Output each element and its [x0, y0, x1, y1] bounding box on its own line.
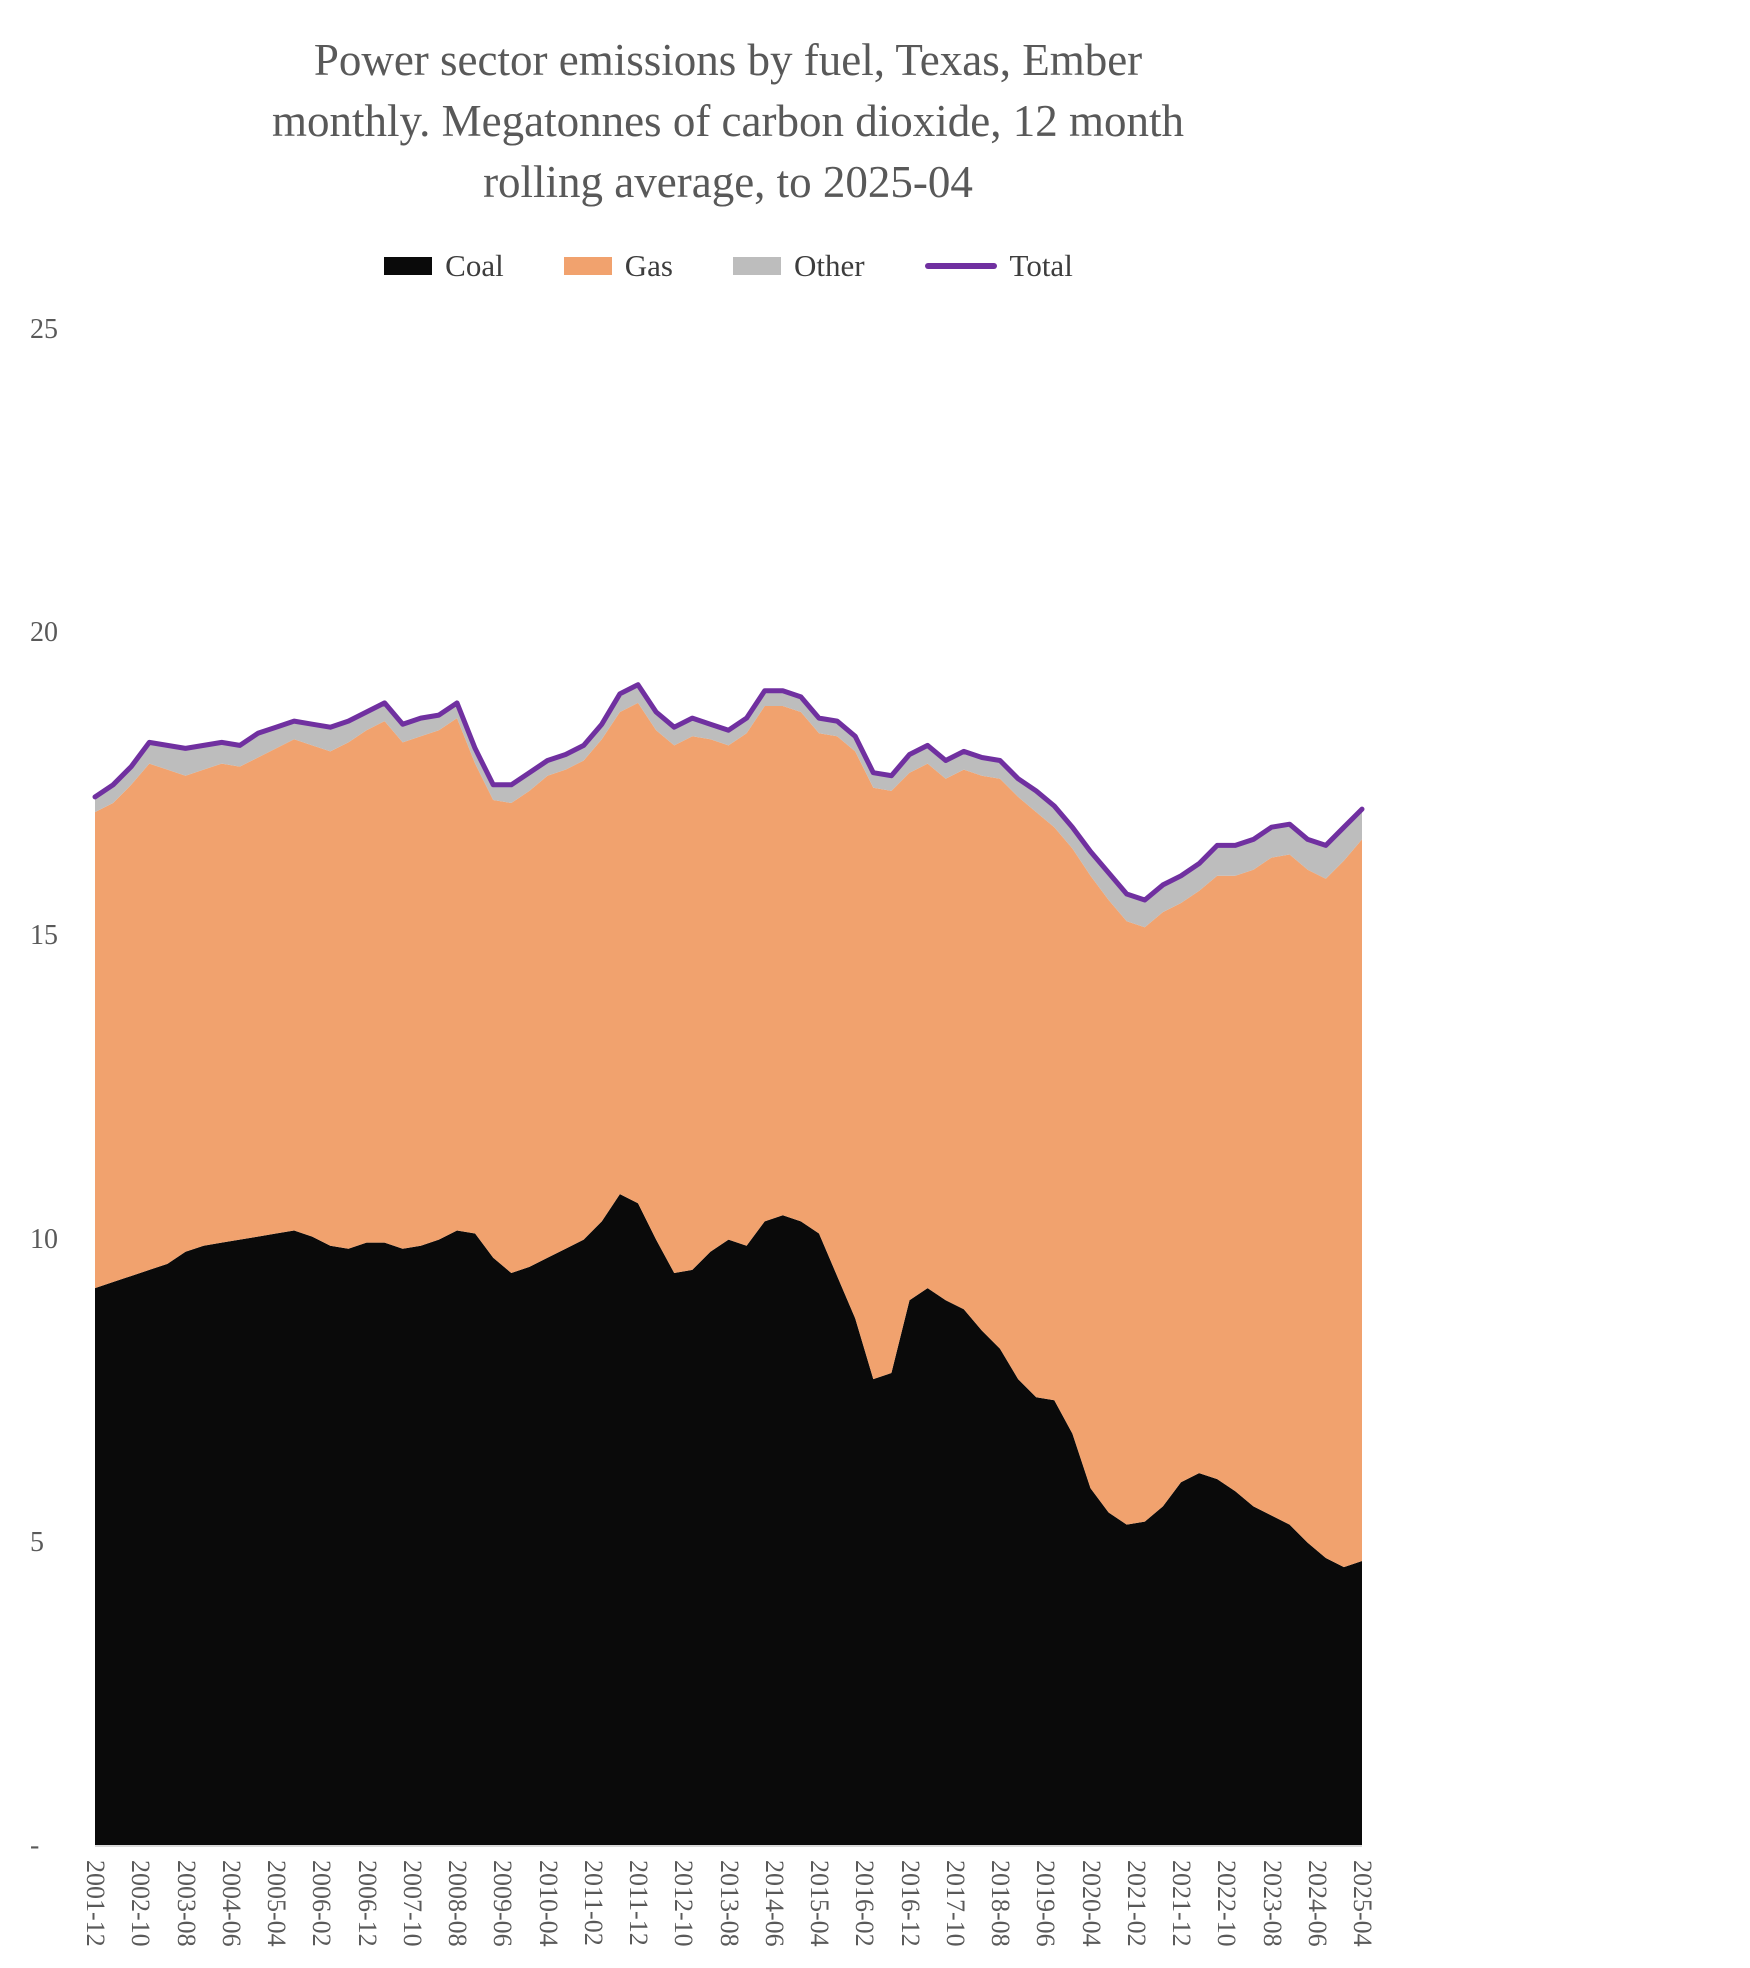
x-tick-label: 2006-12	[352, 1860, 382, 1947]
area-coal	[95, 1194, 1362, 1846]
x-tick-label: 2017-10	[940, 1860, 970, 1947]
legend-item-gas: Gas	[563, 248, 673, 284]
chart-title-line-3: rolling average, to 2025-04	[483, 157, 973, 207]
legend-label-other: Other	[793, 248, 865, 283]
x-tick-label: 2016-02	[850, 1860, 880, 1947]
total-line-swatch-icon	[924, 263, 997, 269]
x-tick-label: 2006-02	[307, 1860, 337, 1947]
y-tick-label: 10	[30, 1223, 58, 1255]
x-tick-label: 2005-04	[262, 1860, 291, 1947]
legend-item-total: Total	[924, 248, 1073, 284]
x-tick-label: 2001-12	[81, 1860, 110, 1947]
legend-label-gas: Gas	[624, 248, 673, 283]
y-tick-label: 15	[30, 920, 58, 952]
x-tick-label: 2009-06	[488, 1860, 518, 1947]
x-tick-label: 2014-06	[759, 1860, 789, 1947]
chart-title-line-1: Power sector emissions by fuel, Texas, E…	[313, 35, 1143, 85]
x-tick-label: 2007-10	[397, 1860, 427, 1947]
x-tick-label: 2011-12	[624, 1860, 653, 1946]
x-tick-label: 2018-08	[986, 1860, 1015, 1947]
x-tick-label: 2010-04	[533, 1860, 563, 1947]
x-tick-label: 2015-04	[805, 1860, 834, 1947]
x-tick-label: 2021-02	[1121, 1860, 1151, 1947]
y-tick-label: -	[30, 1830, 40, 1861]
x-tick-label: 2020-04	[1076, 1860, 1106, 1947]
legend-label-coal: Coal	[445, 248, 504, 283]
x-tick-label: 2023-08	[1257, 1860, 1287, 1947]
chart-title: Power sector emissions by fuel, Texas, E…	[148, 30, 1308, 213]
y-tick-label: 25	[30, 314, 58, 345]
x-tick-label: 2021-12	[1167, 1860, 1196, 1947]
legend-label-total: Total	[1009, 248, 1073, 283]
x-tick-label: 2019-06	[1031, 1860, 1061, 1947]
x-tick-label: 2008-08	[443, 1860, 472, 1947]
x-tick-label: 2011-02	[578, 1860, 608, 1946]
y-tick-label: 20	[30, 617, 58, 649]
x-tick-label: 2012-10	[669, 1860, 699, 1947]
chart-title-line-2: monthly. Megatonnes of carbon dioxide, 1…	[272, 96, 1184, 146]
area-gas	[95, 702, 1362, 1568]
x-tick-label: 2024-06	[1302, 1860, 1332, 1947]
y-tick-label: 5	[30, 1526, 44, 1558]
legend-item-coal: Coal	[384, 248, 504, 284]
gas-swatch-icon	[563, 257, 612, 275]
total-line	[92, 682, 1365, 903]
x-tick-label: 2025-04	[1348, 1860, 1377, 1947]
legend-item-other: Other	[732, 248, 865, 284]
x-tick-label: 2013-08	[714, 1860, 744, 1947]
x-tick-label: 2004-06	[216, 1860, 246, 1947]
other-swatch-icon	[732, 257, 781, 275]
x-tick-label: 2022-10	[1212, 1860, 1242, 1947]
legend: Coal Gas Other Total	[95, 248, 1362, 284]
x-tick-label: 2002-10	[126, 1860, 156, 1947]
x-tick-label: 2016-12	[895, 1860, 925, 1947]
area-other	[95, 684, 1362, 928]
coal-swatch-icon	[384, 257, 433, 275]
x-tick-label: 2003-08	[171, 1860, 201, 1947]
